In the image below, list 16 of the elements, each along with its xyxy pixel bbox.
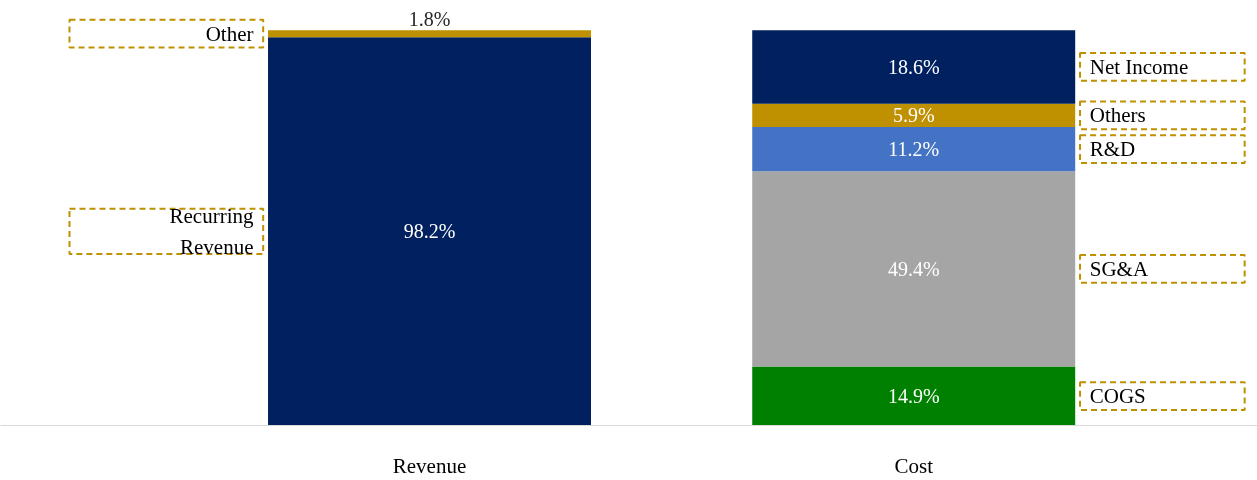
data-label: 14.9% [887, 385, 940, 408]
series-label: Others [1089, 103, 1146, 128]
data-label: 49.4% [887, 257, 940, 280]
series-label: Other [205, 21, 254, 46]
data-label: 5.9% [892, 104, 935, 127]
data-label: 11.2% [888, 138, 940, 161]
data-label: 98.2% [403, 220, 456, 243]
series-label: R&D [1089, 137, 1136, 162]
data-label: 1.8% [408, 8, 451, 31]
series-label: Net Income [1089, 54, 1189, 79]
series-label: Recurring Revenue [169, 203, 254, 259]
series-label: SG&A [1089, 256, 1149, 281]
x-tick-label: Cost [894, 453, 934, 478]
data-label: 18.6% [887, 55, 940, 78]
series-label: COGS [1089, 384, 1146, 409]
x-tick-label: Revenue [392, 453, 467, 478]
